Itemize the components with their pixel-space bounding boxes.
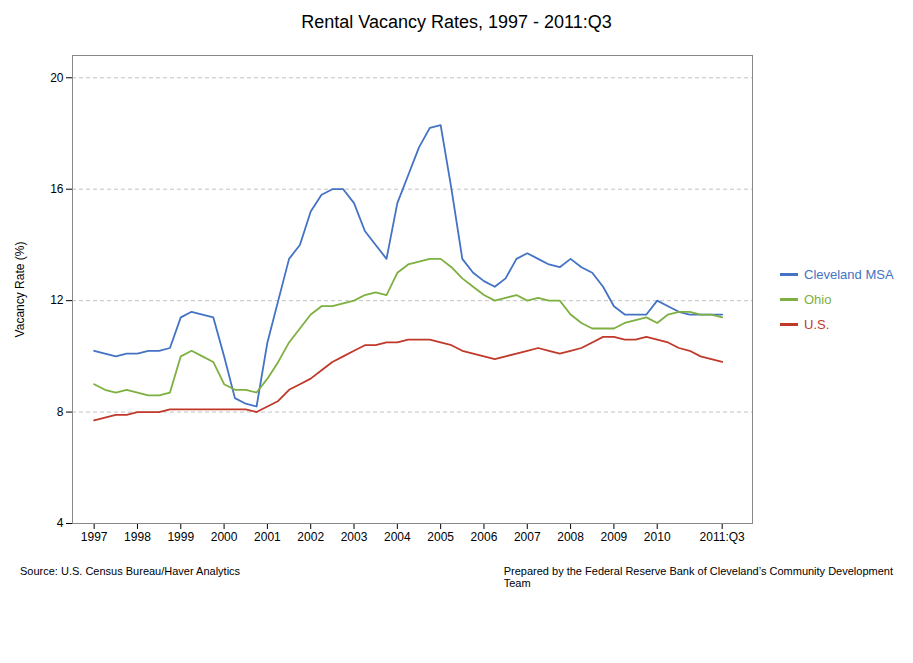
svg-text:Vacancy Rate (%): Vacancy Rate (%) xyxy=(13,242,27,338)
svg-text:2010: 2010 xyxy=(644,530,671,544)
svg-text:2000: 2000 xyxy=(211,530,238,544)
svg-text:2009: 2009 xyxy=(601,530,628,544)
svg-text:16: 16 xyxy=(50,182,64,196)
html-text:Cleveland MSA: Cleveland MSA xyxy=(804,266,894,282)
svg-text:2001: 2001 xyxy=(254,530,281,544)
svg-text:12: 12 xyxy=(50,293,64,307)
svg-text:20: 20 xyxy=(50,71,64,85)
html-text:Ohio: Ohio xyxy=(804,291,832,307)
svg-text:1999: 1999 xyxy=(167,530,194,544)
svg-text:4: 4 xyxy=(57,516,64,530)
svg-text:2005: 2005 xyxy=(427,530,454,544)
svg-text:1997: 1997 xyxy=(81,530,108,544)
html-text:Source: U.S. Census Bureau/Hav: Source: U.S. Census Bureau/Haver Analyti… xyxy=(20,565,241,577)
html-text:Rental Vacancy Rates, 1997 - 2: Rental Vacancy Rates, 1997 - 2011:Q3 xyxy=(301,12,612,32)
svg-text:2004: 2004 xyxy=(384,530,411,544)
html-text:Prepared by the Federal Reserv: Prepared by the Federal Reserve Bank of … xyxy=(503,565,893,589)
svg-text:1998: 1998 xyxy=(124,530,151,544)
svg-text:8: 8 xyxy=(57,405,64,419)
svg-text:2003: 2003 xyxy=(341,530,368,544)
html-text:U.S.: U.S. xyxy=(804,316,830,332)
svg-text:2006: 2006 xyxy=(471,530,498,544)
svg-text:2011:Q3: 2011:Q3 xyxy=(700,530,745,544)
svg-text:2008: 2008 xyxy=(557,530,584,544)
svg-text:2002: 2002 xyxy=(297,530,324,544)
svg-text:2007: 2007 xyxy=(514,530,541,544)
